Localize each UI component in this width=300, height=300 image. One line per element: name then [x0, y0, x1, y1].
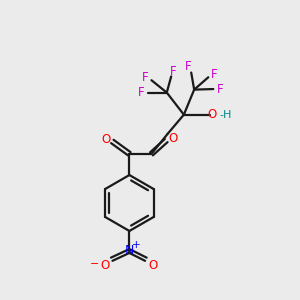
Text: F: F: [211, 68, 217, 81]
Text: -H: -H: [220, 110, 232, 120]
Text: O: O: [101, 133, 110, 146]
Text: O: O: [168, 132, 177, 145]
Text: −: −: [90, 259, 100, 269]
Text: +: +: [132, 239, 141, 250]
Text: F: F: [170, 64, 177, 78]
Text: N: N: [125, 244, 134, 257]
Text: O: O: [207, 108, 217, 121]
Text: F: F: [142, 71, 148, 84]
Text: O: O: [148, 259, 158, 272]
Text: F: F: [138, 86, 145, 99]
Text: F: F: [185, 60, 192, 73]
Text: F: F: [217, 82, 223, 95]
Text: O: O: [100, 259, 109, 272]
